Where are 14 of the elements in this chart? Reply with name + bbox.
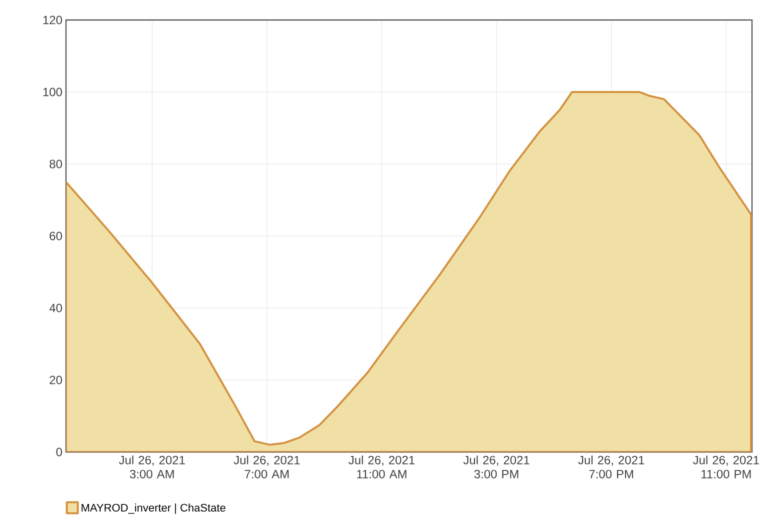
x-tick-label: Jul 26, 2021 11:00 PM (693, 456, 759, 478)
y-tick-label: 20 (50, 376, 62, 384)
x-tick-label: Jul 26, 2021 11:00 AM (348, 456, 414, 478)
y-tick-label: 80 (50, 160, 62, 168)
x-tick-label: Jul 26, 2021 3:00 AM (118, 456, 185, 478)
y-tick-label: 120 (43, 16, 62, 24)
legend-label: MAYROD_inverter | ChaState (82, 504, 226, 514)
y-tick-label: 100 (43, 88, 62, 96)
y-tick-label: 0 (56, 448, 62, 456)
x-tick-label: Jul 26, 2021 7:00 AM (234, 456, 300, 478)
y-tick-label: 60 (50, 232, 62, 240)
x-tick-label: Jul 26, 2021 3:00 PM (463, 456, 530, 478)
y-tick-label: 40 (49, 304, 62, 312)
x-tick-label: Jul 26, 2021 7:00 PM (578, 456, 644, 478)
